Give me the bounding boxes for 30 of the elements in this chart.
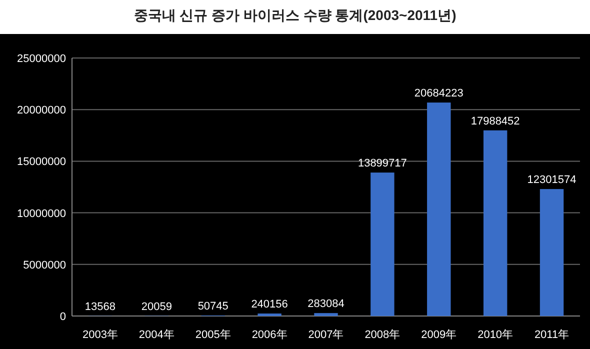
- x-tick-label: 2005年: [195, 329, 231, 341]
- y-tick-label: 20000000: [17, 104, 66, 117]
- x-tick-label: 2008年: [364, 329, 400, 341]
- y-tick-label: 25000000: [17, 53, 66, 65]
- y-tick-label: 10000000: [17, 208, 66, 220]
- x-tick-label: 2010年: [478, 329, 514, 341]
- y-tick-label: 15000000: [17, 156, 66, 168]
- x-tick-label: 2004年: [138, 329, 174, 341]
- bar: [483, 130, 508, 316]
- data-label: 283084: [308, 298, 344, 310]
- data-label: 17988452: [470, 115, 520, 128]
- data-label: 50745: [198, 300, 228, 312]
- bar: [314, 313, 338, 316]
- data-label: 12301574: [527, 174, 576, 186]
- bar: [540, 189, 564, 316]
- x-tick-label: 2006年: [252, 329, 288, 341]
- y-tick-label: 5000000: [23, 259, 66, 272]
- data-label: 13899717: [358, 158, 407, 170]
- data-label: 240156: [251, 298, 288, 311]
- chart-title: 중국내 신규 증가 바이러스 수량 통계(2003~2011년): [134, 7, 456, 23]
- x-tick-label: 2011年: [534, 329, 570, 341]
- data-label: 20684223: [414, 88, 464, 100]
- x-tick-label: 2007年: [308, 329, 344, 341]
- bar: [427, 102, 451, 316]
- bar: [370, 172, 394, 316]
- data-label: 13568: [84, 300, 116, 313]
- x-tick-label: 2009年: [421, 329, 457, 341]
- y-tick-label: 0: [60, 311, 66, 323]
- data-label: 20059: [141, 300, 172, 313]
- x-tick-label: 2003年: [82, 329, 118, 341]
